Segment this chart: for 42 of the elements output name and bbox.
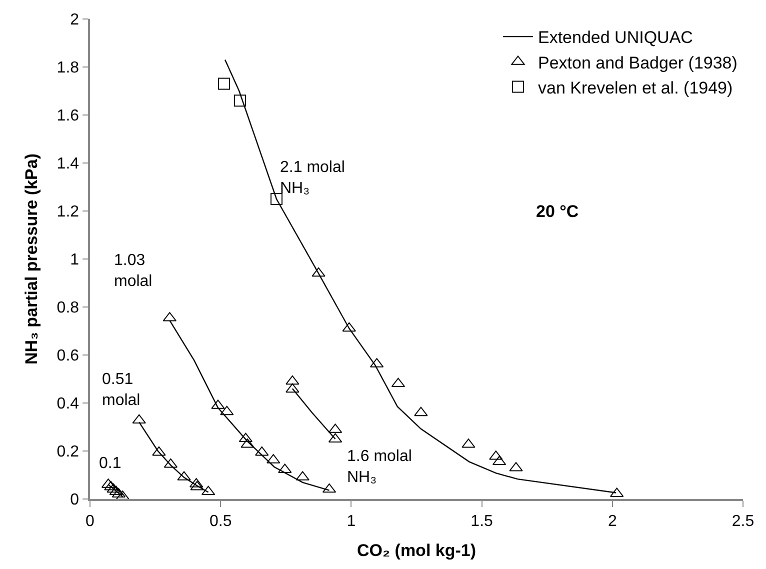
point [286,383,300,393]
point [286,375,300,385]
y-tick-label: 1.4 [56,156,80,173]
x-tick-label: 2.5 [732,512,754,530]
point [220,406,234,416]
x-tick-label: 1.5 [470,512,494,530]
point [312,267,326,277]
annotation: 1.03 molal [114,252,152,290]
x-tick-label: 1 [346,512,356,530]
y-tick-label: 0.4 [56,396,80,413]
point [270,193,282,205]
legend-label: Pexton and Badger (1938) [538,53,738,72]
y-tick-label: 0.6 [56,348,80,365]
point [106,483,120,493]
annotation: 20 °C [536,202,579,221]
y-tick-label: 2 [70,12,80,29]
annotation: 1.6 molal NH₃ [347,448,412,486]
y-tick-label: 0 [70,492,80,509]
x-tick-label: 0 [86,512,95,530]
x-tick-label: 2 [608,512,617,530]
x-axis-title: CO₂ (mol kg-1) [357,540,476,560]
x-tick-label: 0.5 [209,512,232,530]
y-tick-label: 0.8 [56,300,80,317]
legend-label: Extended UNIQUAC [538,28,693,48]
legend-label: van Krevelen et al. (1949) [538,78,733,98]
y-tick-label: 1.2 [56,204,80,221]
y-tick-label: 0.2 [56,444,80,461]
point [414,406,428,416]
y-axis-title: NH₃ partial pressure (kPa) [22,154,41,364]
point [132,414,146,424]
point [234,94,246,107]
point [109,486,123,496]
point [342,322,356,332]
point [152,446,166,456]
y-tick-label: 1.6 [56,108,80,125]
annotation: 0.51 molal [102,371,140,409]
point [255,446,269,456]
y-tick-label: 1.8 [56,60,80,77]
y-tick-label: 1 [70,252,80,269]
annotation: 0.1 [99,455,122,472]
annotation: 2.1 molal NH₃ [280,159,345,197]
point [218,78,230,90]
